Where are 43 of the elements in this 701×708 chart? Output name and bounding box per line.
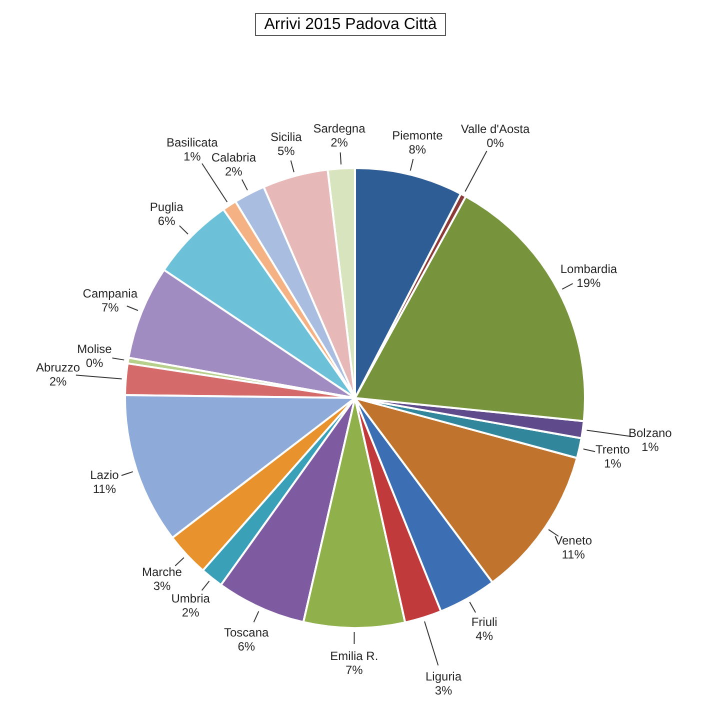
slice-label: Marche: [142, 565, 182, 580]
data-label: 0%: [86, 356, 104, 370]
slice-label: Emilia R.: [330, 649, 378, 663]
data-label: 7%: [346, 663, 364, 677]
slice-label: Molise: [77, 342, 112, 356]
data-label: 6%: [238, 640, 256, 654]
slice-label: Basilicata: [166, 135, 218, 150]
slice-label: Abruzzo: [36, 360, 80, 375]
slice-label: Piemonte: [392, 128, 444, 142]
data-label: 11%: [92, 482, 116, 496]
slice-label: Lazio: [90, 468, 120, 482]
data-label: 11%: [562, 547, 586, 562]
slice-label: Umbria: [171, 592, 210, 606]
slice-label: Puglia: [150, 200, 184, 214]
data-label: 0%: [486, 136, 504, 150]
data-label: 5%: [277, 144, 296, 158]
slice-label: Calabria: [211, 150, 256, 165]
data-label: 2%: [49, 374, 67, 389]
data-label: 2%: [225, 164, 243, 179]
slice-label: Sardegna: [313, 121, 366, 136]
data-label: 2%: [330, 135, 348, 150]
data-label: 1%: [604, 456, 622, 471]
slice-label: Campania: [82, 286, 138, 300]
data-label: 4%: [476, 629, 494, 644]
slice-label: Lombardia: [560, 262, 618, 276]
data-label: 7%: [101, 300, 120, 314]
data-label: 3%: [153, 579, 171, 594]
slice-label: Valle d'Aosta: [460, 122, 530, 136]
slice-label: Liguria: [426, 670, 462, 684]
data-label: 8%: [408, 142, 426, 156]
data-label: 3%: [434, 684, 453, 698]
data-label: 2%: [182, 606, 200, 620]
slice-label: Friuli: [471, 615, 498, 630]
data-label: 19%: [576, 276, 602, 290]
data-label: 6%: [158, 214, 176, 228]
slice-label: Bolzano: [628, 426, 672, 440]
slice-label: Veneto: [554, 533, 592, 548]
data-label: 1%: [184, 149, 202, 164]
data-label: 1%: [641, 440, 660, 454]
chart-title: Arrivi 2015 Padova Città: [255, 13, 446, 36]
slice-label: Trento: [596, 442, 630, 457]
slice-label: Sicilia: [270, 130, 302, 144]
slice-label: Toscana: [224, 626, 270, 640]
